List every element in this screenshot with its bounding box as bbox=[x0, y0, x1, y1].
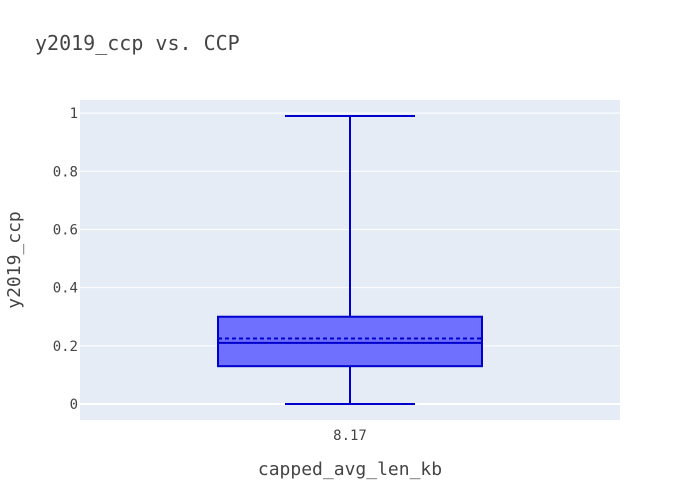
x-axis-title: capped_avg_len_kb bbox=[258, 459, 442, 480]
iqr-box[interactable] bbox=[217, 315, 483, 368]
chart-title: y2019_ccp vs. CCP bbox=[35, 31, 240, 55]
x-axis-ticks: 8.17 bbox=[333, 428, 367, 444]
y-tick-label: 1 bbox=[70, 106, 78, 122]
x-tick-label: 8.17 bbox=[333, 428, 367, 444]
box-trace[interactable] bbox=[217, 115, 483, 405]
y-tick-label: 0.6 bbox=[53, 222, 78, 238]
y-tick-label: 0.4 bbox=[53, 281, 78, 297]
y-axis-title: y2019_ccp bbox=[4, 211, 25, 309]
y-axis-ticks: 0 0.2 0.4 0.6 0.8 1 bbox=[53, 106, 78, 413]
y-tick-label: 0 bbox=[70, 397, 78, 413]
y-tick-label: 0.8 bbox=[53, 164, 78, 180]
y-tick-label: 0.2 bbox=[53, 339, 78, 355]
